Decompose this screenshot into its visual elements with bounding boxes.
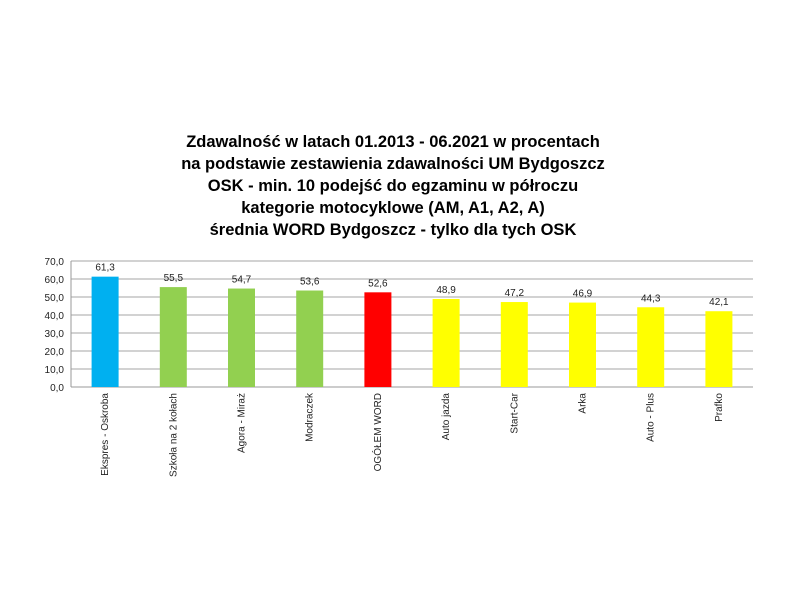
title-line-4: kategorie motocyklowe (AM, A1, A2, A) [241, 199, 545, 217]
category-label: Modraczek [305, 392, 316, 442]
y-tick-label: 30,0 [45, 329, 65, 340]
category-label: Arka [578, 393, 589, 414]
data-label: 52,6 [368, 278, 388, 289]
category-label: Ekspres - Oskroba [100, 393, 111, 476]
bar [569, 302, 596, 387]
title-line-2: na podstawie zestawienia zdawalności UM … [181, 155, 605, 173]
data-label: 47,2 [505, 288, 525, 299]
y-tick-label: 0,0 [50, 383, 64, 394]
category-label: Auto jazda [441, 393, 452, 441]
bar [500, 302, 528, 387]
bar [91, 276, 119, 387]
bar [364, 292, 392, 387]
data-label: 42,1 [709, 297, 729, 308]
data-label: 61,3 [95, 263, 115, 274]
category-label: Prafko [714, 393, 725, 422]
chart-title: Zdawalność w latach 01.2013 - 06.2021 w … [0, 131, 786, 241]
y-tick-label: 70,0 [45, 257, 65, 268]
category-label: OGÓŁEM WORD [371, 393, 384, 471]
title-line-5: średnia WORD Bydgoszcz - tylko dla tych … [209, 221, 577, 239]
y-tick-label: 40,0 [45, 311, 65, 322]
y-tick-label: 20,0 [45, 347, 65, 358]
title-line-3: OSK - min. 10 podejść do egzaminu w półr… [207, 177, 579, 195]
bar [159, 287, 187, 387]
data-label: 55,5 [164, 273, 184, 284]
category-label: Szkoła na 2 kołach [168, 393, 179, 477]
bar [637, 307, 665, 387]
y-tick-label: 10,0 [45, 365, 65, 376]
bar [296, 290, 324, 387]
bar [705, 311, 733, 387]
title-line-1: Zdawalność w latach 01.2013 - 06.2021 w … [186, 133, 600, 151]
category-label: Start-Car [509, 392, 520, 433]
category-label: Auto - Plus [646, 393, 657, 442]
data-label: 48,9 [436, 285, 456, 296]
category-label: Agora - Miraż [237, 393, 248, 453]
data-label: 44,3 [641, 293, 661, 304]
bar [228, 288, 255, 387]
data-label: 54,7 [232, 275, 252, 286]
y-tick-label: 60,0 [45, 275, 65, 286]
data-label: 53,6 [300, 277, 320, 288]
data-label: 46,9 [573, 289, 593, 300]
bar [432, 298, 460, 387]
y-tick-label: 50,0 [45, 293, 65, 304]
